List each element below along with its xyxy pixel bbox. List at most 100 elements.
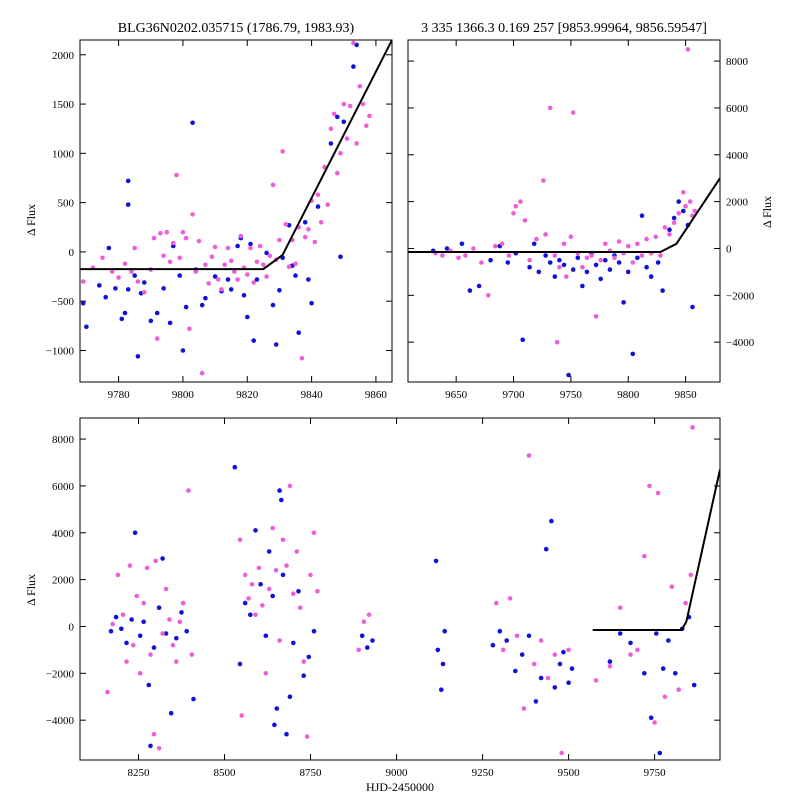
- data-point-magenta: [364, 123, 369, 128]
- data-point-magenta: [360, 101, 366, 107]
- data-point-blue: [533, 699, 539, 704]
- data-point-blue: [335, 114, 340, 120]
- data-point-blue: [459, 241, 465, 247]
- data-point-magenta: [109, 269, 115, 274]
- data-point-magenta: [612, 255, 617, 261]
- data-point-magenta: [545, 675, 551, 681]
- data-point-blue: [543, 253, 548, 258]
- data-point-blue: [179, 610, 184, 615]
- data-point-magenta: [566, 647, 571, 653]
- x-tick-label: 9780: [108, 389, 131, 401]
- data-point-magenta: [486, 293, 491, 298]
- data-point-magenta: [522, 218, 528, 223]
- data-point-magenta: [177, 255, 182, 261]
- data-point-magenta: [189, 652, 195, 657]
- y-tick-label: 1500: [52, 99, 75, 111]
- y-tick-label: 4000: [726, 150, 749, 162]
- data-point-magenta: [180, 229, 186, 235]
- data-point-blue: [277, 288, 282, 293]
- data-point-magenta: [647, 483, 652, 489]
- x-tick-label: 9750: [644, 767, 667, 779]
- x-tick-label: 8500: [214, 767, 237, 779]
- data-point-blue: [124, 640, 129, 646]
- data-point-blue: [113, 286, 118, 291]
- data-point-magenta: [246, 596, 251, 601]
- data-point-magenta: [584, 255, 590, 261]
- data-point-magenta: [132, 245, 137, 251]
- data-point-magenta: [463, 253, 468, 258]
- data-point-blue: [635, 255, 640, 261]
- data-point-magenta: [635, 241, 640, 247]
- data-point-magenta: [513, 204, 519, 209]
- data-point-blue: [575, 255, 581, 261]
- data-point-blue: [241, 293, 247, 298]
- data-point-blue: [160, 556, 165, 561]
- data-point-blue: [225, 277, 231, 282]
- data-point-magenta: [625, 243, 631, 249]
- data-point-magenta: [174, 172, 179, 178]
- data-point-blue: [359, 633, 365, 639]
- data-point-blue: [291, 640, 296, 646]
- data-point-magenta: [190, 212, 195, 217]
- data-point-magenta: [270, 525, 276, 531]
- data-point-blue: [232, 464, 238, 470]
- data-point-blue: [302, 220, 308, 225]
- data-point-magenta: [669, 584, 675, 589]
- data-point-magenta: [557, 264, 562, 270]
- data-point-magenta: [301, 659, 307, 664]
- data-point-magenta: [183, 235, 189, 241]
- data-point-blue: [561, 649, 566, 655]
- data-point-blue: [254, 277, 260, 282]
- x-tick-label: 9800: [617, 389, 640, 401]
- data-point-blue: [630, 351, 636, 357]
- data-point-magenta: [531, 661, 537, 667]
- data-point-blue: [251, 338, 256, 343]
- data-point-blue: [676, 199, 681, 204]
- data-point-blue: [228, 287, 234, 292]
- data-point-blue: [505, 260, 511, 265]
- data-point-magenta: [471, 246, 476, 251]
- data-point-magenta: [144, 565, 150, 571]
- data-point-magenta: [141, 600, 146, 606]
- data-point-magenta: [500, 647, 506, 653]
- model-line: [592, 469, 720, 631]
- data-point-blue: [566, 372, 571, 378]
- data-point-magenta: [311, 530, 317, 536]
- data-point-magenta: [683, 204, 688, 209]
- data-point-magenta: [541, 178, 546, 183]
- data-point-magenta: [479, 260, 484, 265]
- y-tick-label: 500: [58, 198, 75, 210]
- x-tick-label: 9820: [236, 389, 259, 401]
- data-point-magenta: [639, 253, 645, 258]
- data-point-magenta: [170, 642, 176, 648]
- data-point-blue: [258, 582, 263, 587]
- data-point-blue: [148, 318, 154, 324]
- data-point-blue: [245, 314, 250, 320]
- data-point-magenta: [237, 537, 243, 543]
- data-point-blue: [584, 269, 590, 275]
- data-point-magenta: [124, 659, 129, 664]
- data-point-magenta: [688, 572, 694, 578]
- y-tick-label: 8000: [52, 434, 75, 446]
- data-point-magenta: [658, 253, 663, 258]
- data-point-magenta: [193, 269, 199, 274]
- x-tick-label: 9860: [365, 389, 388, 401]
- y-axis-label-top-left: Δ Flux: [24, 204, 38, 236]
- data-point-magenta: [685, 47, 691, 52]
- model-line: [408, 177, 720, 253]
- data-point-magenta: [593, 314, 599, 319]
- y-tick-label: −500: [51, 296, 74, 308]
- data-point-magenta: [284, 563, 289, 568]
- data-point-blue: [212, 274, 218, 279]
- data-point-blue: [168, 710, 174, 716]
- data-point-magenta: [299, 356, 305, 361]
- data-point-blue: [132, 530, 138, 536]
- data-point-magenta: [196, 238, 202, 244]
- data-point-magenta: [280, 537, 286, 543]
- data-point-magenta: [116, 275, 121, 280]
- data-point-blue: [284, 731, 289, 737]
- y-tick-label: 6000: [726, 103, 749, 115]
- data-point-magenta: [206, 281, 211, 286]
